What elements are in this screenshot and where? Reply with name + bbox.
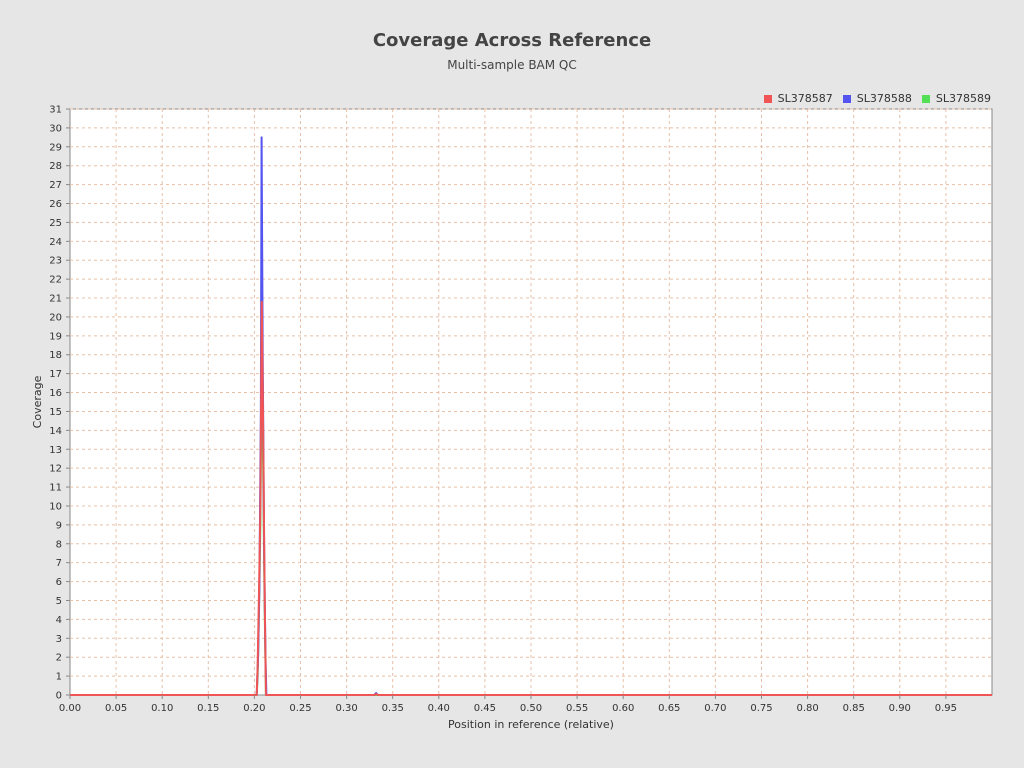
x-axis-label: Position in reference (relative) <box>448 718 614 731</box>
y-tick-label: 8 <box>56 539 62 550</box>
x-tick-label: 0.20 <box>243 703 265 714</box>
y-tick-label: 23 <box>49 256 62 267</box>
y-tick-label: 6 <box>56 577 62 588</box>
x-tick-label: 0.85 <box>843 703 865 714</box>
y-tick-label: 25 <box>49 218 62 229</box>
legend-label-sl378587: SL378587 <box>777 92 833 105</box>
y-tick-label: 22 <box>49 275 62 286</box>
y-tick-label: 5 <box>56 596 62 607</box>
y-tick-label: 27 <box>49 180 62 191</box>
y-tick-label: 26 <box>49 199 62 210</box>
y-tick-label: 16 <box>49 388 62 399</box>
x-tick-label: 0.95 <box>935 703 957 714</box>
legend-swatch-sl378589 <box>921 94 930 103</box>
legend-swatch-sl378587 <box>763 94 772 103</box>
y-tick-label: 19 <box>49 331 62 342</box>
y-tick-label: 11 <box>49 483 62 494</box>
x-tick-label: 0.70 <box>704 703 726 714</box>
y-tick-label: 28 <box>49 161 62 172</box>
legend-label-sl378588: SL378588 <box>856 92 912 105</box>
x-tick-label: 0.80 <box>796 703 818 714</box>
series-layer <box>70 136 992 696</box>
x-tick-label: 0.00 <box>59 703 81 714</box>
series-line-sl378587 <box>70 300 992 696</box>
y-axis-ticks: 0123456789101112131415161718192021222324… <box>49 105 70 702</box>
x-tick-label: 0.45 <box>474 703 496 714</box>
legend-swatch-sl378588 <box>842 94 851 103</box>
y-tick-label: 20 <box>49 312 62 323</box>
x-tick-label: 0.35 <box>382 703 404 714</box>
x-tick-label: 0.75 <box>750 703 772 714</box>
x-tick-label: 0.25 <box>289 703 311 714</box>
x-tick-label: 0.65 <box>658 703 680 714</box>
y-tick-label: 24 <box>49 237 62 248</box>
chart-subtitle: Multi-sample BAM QC <box>447 58 577 72</box>
x-tick-label: 0.05 <box>105 703 127 714</box>
x-tick-label: 0.10 <box>151 703 173 714</box>
x-tick-label: 0.30 <box>335 703 357 714</box>
y-tick-label: 29 <box>49 142 62 153</box>
y-tick-label: 14 <box>49 426 62 437</box>
y-tick-label: 0 <box>56 691 62 702</box>
legend-label-sl378589: SL378589 <box>935 92 991 105</box>
grid-lines <box>70 108 992 695</box>
legend-item-sl378587: SL378587 <box>763 92 833 105</box>
y-tick-label: 12 <box>49 464 62 475</box>
y-tick-label: 13 <box>49 445 62 456</box>
x-tick-label: 0.40 <box>428 703 450 714</box>
y-tick-label: 1 <box>56 672 62 683</box>
y-tick-label: 31 <box>49 105 62 116</box>
legend: SL378587 SL378588 SL378589 <box>763 92 991 105</box>
y-tick-label: 30 <box>49 123 62 134</box>
y-tick-label: 2 <box>56 653 62 664</box>
y-tick-label: 21 <box>49 294 62 305</box>
y-tick-label: 17 <box>49 369 62 380</box>
legend-item-sl378589: SL378589 <box>921 92 991 105</box>
y-tick-label: 15 <box>49 407 62 418</box>
y-tick-label: 18 <box>49 350 62 361</box>
y-tick-label: 7 <box>56 558 62 569</box>
x-axis-ticks: 0.00 0.05 0.10 0.15 0.20 0.25 0.30 0.35 0.40 0.45… <box>59 695 957 714</box>
x-tick-label: 0.60 <box>612 703 634 714</box>
x-tick-label: 0.50 <box>520 703 542 714</box>
y-tick-label: 3 <box>56 634 62 645</box>
x-tick-label: 0.15 <box>197 703 219 714</box>
y-tick-label: 9 <box>56 520 62 531</box>
y-tick-label: 4 <box>56 615 62 626</box>
legend-item-sl378588: SL378588 <box>842 92 912 105</box>
y-axis-label: Coverage <box>31 375 44 428</box>
x-tick-label: 0.90 <box>889 703 911 714</box>
x-tick-label: 0.55 <box>566 703 588 714</box>
chart-title: Coverage Across Reference <box>372 30 652 51</box>
y-tick-label: 10 <box>49 501 62 512</box>
